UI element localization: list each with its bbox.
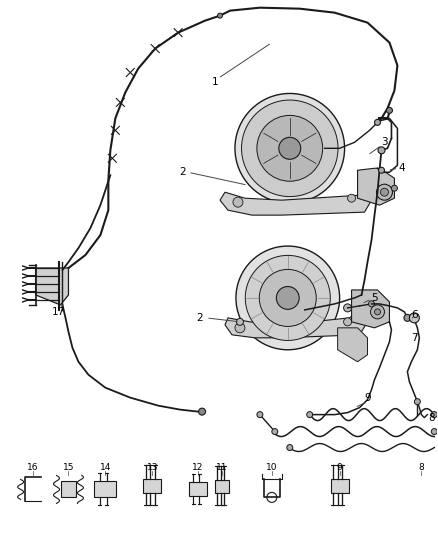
Circle shape	[404, 314, 411, 321]
Text: 9: 9	[364, 393, 371, 402]
Polygon shape	[35, 268, 68, 305]
Circle shape	[257, 116, 323, 181]
Circle shape	[343, 304, 352, 312]
Circle shape	[218, 13, 223, 18]
Polygon shape	[352, 290, 389, 328]
Circle shape	[343, 318, 352, 326]
Circle shape	[378, 147, 385, 154]
Text: 8: 8	[428, 413, 434, 423]
Circle shape	[410, 313, 419, 323]
Circle shape	[374, 119, 381, 125]
Text: 4: 4	[398, 163, 405, 173]
Circle shape	[381, 188, 389, 196]
Circle shape	[374, 309, 381, 315]
Polygon shape	[225, 308, 367, 338]
Bar	[143, 480, 161, 494]
Circle shape	[259, 269, 316, 326]
Circle shape	[368, 301, 374, 307]
Circle shape	[279, 138, 301, 159]
Circle shape	[272, 429, 278, 434]
Text: 9: 9	[337, 463, 343, 472]
Text: 15: 15	[63, 463, 74, 472]
Text: 8: 8	[418, 463, 424, 472]
Text: 2: 2	[197, 313, 203, 323]
Circle shape	[386, 108, 392, 114]
Text: 13: 13	[146, 463, 158, 472]
Circle shape	[235, 93, 345, 203]
Circle shape	[378, 167, 385, 173]
Circle shape	[414, 399, 420, 405]
Circle shape	[198, 408, 205, 415]
Text: 3: 3	[381, 138, 388, 147]
Bar	[331, 480, 349, 494]
Circle shape	[237, 318, 244, 325]
Text: 10: 10	[266, 463, 278, 472]
Text: 5: 5	[371, 293, 378, 303]
Polygon shape	[338, 328, 367, 362]
Circle shape	[307, 411, 313, 417]
Circle shape	[348, 194, 356, 202]
Circle shape	[257, 411, 263, 417]
Circle shape	[235, 323, 245, 333]
Circle shape	[287, 445, 293, 450]
Circle shape	[392, 185, 397, 191]
Bar	[95, 481, 117, 497]
Circle shape	[431, 411, 437, 417]
Bar	[189, 482, 207, 496]
Text: 1: 1	[212, 77, 218, 87]
Polygon shape	[357, 168, 395, 205]
Circle shape	[371, 305, 385, 319]
Text: 6: 6	[411, 310, 418, 320]
Text: 17: 17	[52, 307, 65, 317]
Text: 14: 14	[100, 463, 111, 472]
Circle shape	[245, 255, 330, 341]
Bar	[215, 480, 229, 494]
Circle shape	[276, 287, 299, 309]
Circle shape	[233, 197, 243, 207]
Text: 12: 12	[192, 463, 204, 472]
Text: 11: 11	[216, 463, 228, 472]
Circle shape	[236, 246, 339, 350]
Circle shape	[431, 429, 437, 434]
Text: 7: 7	[411, 333, 418, 343]
Text: 16: 16	[27, 463, 39, 472]
Polygon shape	[220, 185, 371, 215]
Bar	[60, 481, 77, 497]
Circle shape	[377, 184, 392, 200]
Circle shape	[241, 100, 338, 197]
Text: 2: 2	[179, 167, 185, 177]
